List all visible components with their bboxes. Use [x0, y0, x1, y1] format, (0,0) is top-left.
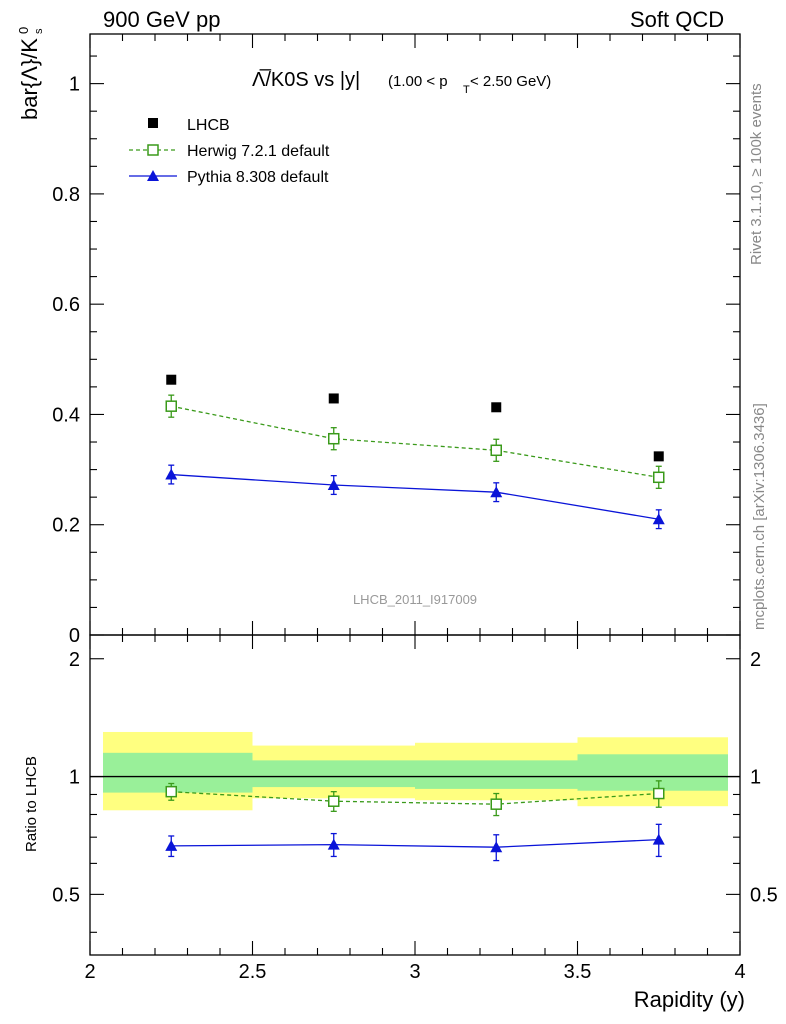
- ratio-y-tick-label-right: 2: [750, 649, 761, 671]
- rivet-version-label: Rivet 3.1.10, ≥ 100k events: [748, 83, 765, 265]
- ratio-y-tick-label: 2: [69, 649, 80, 671]
- ratio-uncertainty-bands: [103, 731, 728, 811]
- legend-marker-pythia: [147, 170, 159, 181]
- main-series-herwig: [165, 394, 665, 489]
- ratio-point-herwig: [490, 798, 502, 810]
- x-tick-label: 2: [84, 961, 95, 983]
- main-point-lhcb: [166, 374, 177, 385]
- main-y-axis-label: bar{Λ}/K: [17, 38, 42, 120]
- main-point-herwig: [328, 432, 340, 445]
- main-y-tick-label: 0.2: [52, 515, 80, 537]
- header-process-label: Soft QCD: [630, 7, 725, 32]
- ratio-point-pythia: [327, 838, 340, 850]
- ratio-band-green: [103, 752, 253, 793]
- main-point-pythia: [652, 513, 665, 525]
- main-y-tick-label: 1: [69, 74, 80, 96]
- main-point-lhcb: [653, 451, 664, 462]
- ratio-point-pythia: [165, 839, 178, 851]
- legend-label-herwig: Herwig 7.2.1 default: [187, 143, 330, 160]
- main-series-pythia: [165, 464, 665, 530]
- ratio-point-herwig: [328, 795, 340, 807]
- legend: LHCB Herwig 7.2.1 default Pythia 8.308 d…: [129, 117, 330, 186]
- main-point-pythia: [490, 486, 503, 498]
- x-tick-label: 4: [734, 961, 745, 983]
- main-line-herwig: [171, 405, 659, 478]
- main-title: Λ̅/K0S vs |y|: [252, 68, 360, 91]
- legend-marker-lhcb: [148, 118, 158, 128]
- main-title-condition-subscript: T: [463, 84, 470, 96]
- main-point-pythia: [327, 479, 340, 491]
- ratio-band-green: [415, 760, 578, 789]
- ratio-line-herwig: [171, 791, 659, 805]
- ratio-point-herwig: [165, 785, 177, 798]
- main-series-lhcb: [166, 374, 664, 462]
- analysis-watermark: LHCB_2011_I917009: [353, 592, 477, 607]
- main-y-tick-label: 0.6: [52, 294, 80, 316]
- ratio-axis-ticks: 0.5 0.5 1 1 2 2 2 2.5 3 3.5 4: [52, 635, 778, 983]
- main-y-tick-label: 0.4: [52, 404, 80, 426]
- main-point-lhcb: [328, 393, 339, 404]
- main-y-tick-label: 0: [69, 625, 80, 647]
- x-tick-label: 3: [409, 961, 420, 983]
- header-energy-label: 900 GeV pp: [103, 7, 221, 32]
- main-line-pythia: [171, 473, 659, 520]
- ratio-y-tick-label: 1: [69, 767, 80, 789]
- main-axis-ticks: 0 0.2 0.4 0.6 0.8 1: [52, 34, 741, 647]
- ratio-y-axis-label: Ratio to LHCB: [23, 756, 40, 852]
- mcplots-reference-label: mcplots.cern.ch [arXiv:1306.3436]: [751, 403, 768, 630]
- legend-label-lhcb: LHCB: [187, 117, 230, 134]
- main-title-condition: (1.00 < p: [388, 73, 448, 90]
- legend-marker-herwig: [147, 144, 159, 156]
- ratio-point-pythia: [652, 833, 665, 845]
- ratio-line-pythia: [171, 838, 659, 848]
- main-y-axis-label-subscript: s: [33, 28, 45, 34]
- main-point-pythia: [165, 468, 178, 480]
- main-point-herwig: [165, 400, 177, 412]
- ratio-series-herwig: [165, 780, 665, 817]
- ratio-band-green: [577, 754, 728, 791]
- x-tick-label: 3.5: [564, 961, 592, 983]
- ratio-y-tick-label-right: 1: [750, 767, 761, 789]
- main-y-tick-label: 0.8: [52, 184, 80, 206]
- main-point-lhcb: [491, 402, 502, 413]
- ratio-band-green: [252, 760, 415, 788]
- ratio-point-pythia: [490, 841, 503, 853]
- ratio-y-tick-label: 0.5: [52, 884, 80, 906]
- main-plot-series: [165, 374, 665, 530]
- ratio-y-tick-label-right: 0.5: [750, 884, 778, 906]
- ratio-plot-frame: [89, 634, 741, 956]
- main-y-axis-label-superscript: 0: [16, 27, 31, 34]
- x-axis-label: Rapidity (y): [634, 987, 745, 1012]
- main-title-condition-tail: < 2.50 GeV): [470, 73, 551, 90]
- ratio-series-pythia: [165, 823, 665, 862]
- main-point-herwig: [653, 471, 665, 484]
- ratio-plot-series: [165, 780, 665, 862]
- x-tick-label: 2.5: [239, 961, 267, 983]
- main-point-herwig: [490, 444, 502, 457]
- legend-label-pythia: Pythia 8.308 default: [187, 169, 329, 186]
- ratio-point-herwig: [653, 787, 665, 800]
